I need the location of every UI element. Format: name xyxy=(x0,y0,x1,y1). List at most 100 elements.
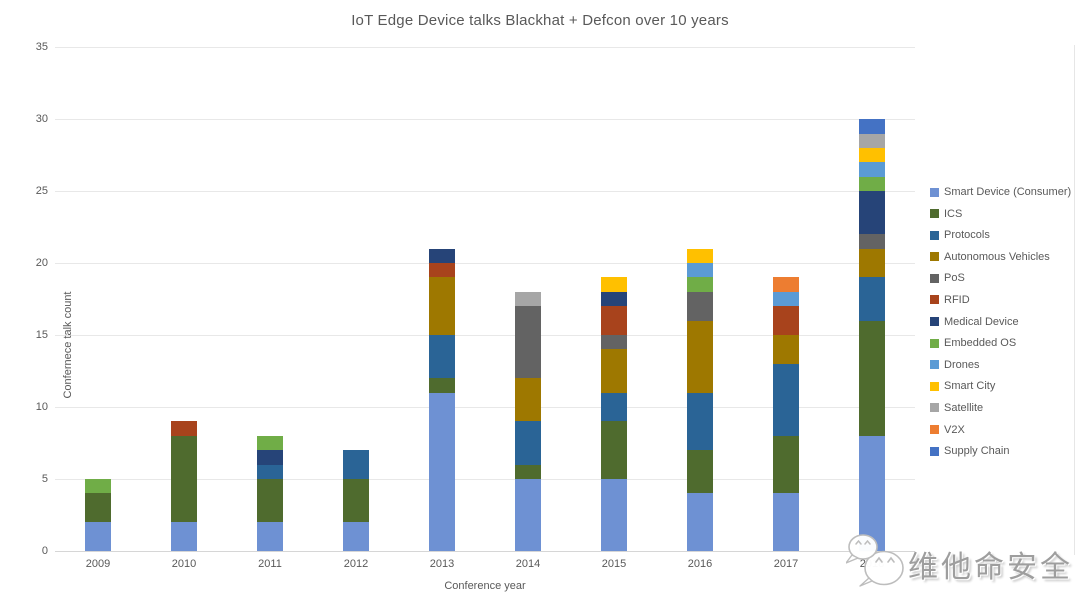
bar-2018 xyxy=(859,119,885,551)
legend-item-embedded-os: Embedded OS xyxy=(930,337,1071,349)
bar-segment-2018-drones xyxy=(859,162,885,177)
legend-label-ics: ICS xyxy=(944,207,963,220)
legend-item-rfid: RFID xyxy=(930,294,1071,306)
legend-item-pos: PoS xyxy=(930,272,1071,284)
y-tick-5: 5 xyxy=(41,473,48,485)
bar-segment-2018-ics xyxy=(859,320,885,436)
gridline-y10 xyxy=(55,407,915,408)
bar-segment-2018-pos xyxy=(859,234,885,249)
legend-swatch-rfid-icon xyxy=(930,295,939,305)
bar-segment-2011-protocols xyxy=(257,464,283,480)
bar-segment-2015-ics xyxy=(601,421,627,479)
bar-segment-2011-embedded-os xyxy=(257,435,283,451)
x-tick-2010: 2010 xyxy=(171,558,197,570)
bar-segment-2014-ics xyxy=(515,464,541,479)
x-tick-2014: 2014 xyxy=(515,558,541,570)
plot-area: Confernece talk count xyxy=(55,47,915,551)
bar-segment-2018-satellite xyxy=(859,133,885,148)
legend-label-embedded-os: Embedded OS xyxy=(944,337,1017,350)
bar-segment-2010-smart-device-consumer xyxy=(171,522,197,551)
legend-label-satellite: Satellite xyxy=(944,401,984,414)
bar-segment-2017-smart-device-consumer xyxy=(773,493,799,551)
bar-2009 xyxy=(85,479,111,551)
bar-segment-2011-medical-device xyxy=(257,450,283,465)
bar-segment-2016-pos xyxy=(687,291,713,321)
bar-segment-2018-smart-city xyxy=(859,147,885,163)
y-tick-35: 35 xyxy=(35,41,48,53)
legend-swatch-supply-chain-icon xyxy=(930,446,939,456)
bar-segment-2015-medical-device xyxy=(601,291,627,307)
y-tick-30: 30 xyxy=(35,113,48,125)
bar-segment-2018-smart-device-consumer xyxy=(859,435,885,551)
legend-item-medical-device: Medical Device xyxy=(930,316,1071,328)
x-tick-2016: 2016 xyxy=(687,558,713,570)
bar-segment-2017-drones xyxy=(773,291,799,307)
bar-segment-2018-medical-device xyxy=(859,191,885,235)
bar-segment-2016-protocols xyxy=(687,392,713,451)
y-axis-title: Confernece talk count xyxy=(62,291,74,399)
bar-segment-2016-drones xyxy=(687,263,713,278)
bar-segment-2015-autonomous-vehicles xyxy=(601,349,627,393)
bar-2015 xyxy=(601,277,627,551)
legend-swatch-embedded-os-icon xyxy=(930,338,939,348)
gridline-y35 xyxy=(55,47,915,48)
bar-segment-2012-ics xyxy=(343,479,369,523)
x-tick-2009: 2009 xyxy=(85,558,111,570)
bar-segment-2012-protocols xyxy=(343,450,369,480)
bar-segment-2011-smart-device-consumer xyxy=(257,522,283,551)
bar-segment-2009-smart-device-consumer xyxy=(85,522,111,551)
bar-segment-2014-protocols xyxy=(515,421,541,465)
bar-segment-2014-pos xyxy=(515,306,541,379)
legend-swatch-satellite-icon xyxy=(930,403,939,413)
bar-segment-2015-pos xyxy=(601,335,627,350)
bar-segment-2016-smart-device-consumer xyxy=(687,493,713,551)
bar-2012 xyxy=(343,450,369,551)
bar-segment-2009-ics xyxy=(85,493,111,523)
legend-item-ics: ICS xyxy=(930,208,1071,220)
bar-segment-2010-rfid xyxy=(171,421,197,436)
gridline-y15 xyxy=(55,335,915,336)
chart-right-border xyxy=(1074,45,1075,555)
bar-2011 xyxy=(257,435,283,551)
bar-segment-2016-smart-city xyxy=(687,248,713,264)
bar-segment-2014-smart-device-consumer xyxy=(515,479,541,551)
bar-2016 xyxy=(687,248,713,551)
legend-label-rfid: RFID xyxy=(944,293,970,306)
bar-segment-2013-ics xyxy=(429,378,455,393)
legend-swatch-smart-device-consumer-icon xyxy=(930,187,939,197)
bar-segment-2017-ics xyxy=(773,435,799,494)
bar-segment-2013-autonomous-vehicles xyxy=(429,277,455,336)
bar-segment-2012-smart-device-consumer xyxy=(343,522,369,551)
bar-segment-2015-smart-device-consumer xyxy=(601,479,627,551)
legend-swatch-ics-icon xyxy=(930,209,939,219)
legend-item-satellite: Satellite xyxy=(930,402,1071,414)
bar-2014 xyxy=(515,291,541,551)
bar-2010 xyxy=(171,421,197,551)
bar-2013 xyxy=(429,248,455,551)
legend-label-pos: PoS xyxy=(944,272,965,285)
bar-segment-2016-autonomous-vehicles xyxy=(687,320,713,393)
x-axis-line xyxy=(55,551,915,552)
legend-item-v2x: V2X xyxy=(930,424,1071,436)
y-tick-15: 15 xyxy=(35,329,48,341)
legend-swatch-smart-city-icon xyxy=(930,381,939,391)
legend-label-smart-city: Smart City xyxy=(944,380,996,393)
bar-segment-2017-protocols xyxy=(773,363,799,436)
bar-segment-2013-protocols xyxy=(429,335,455,379)
bar-segment-2010-ics xyxy=(171,435,197,523)
legend-item-protocols: Protocols xyxy=(930,229,1071,241)
watermark-text: 维他命安全 xyxy=(908,551,1073,584)
legend-swatch-medical-device-icon xyxy=(930,317,939,327)
bar-segment-2015-protocols xyxy=(601,392,627,422)
bar-segment-2015-rfid xyxy=(601,306,627,336)
bar-segment-2017-rfid xyxy=(773,306,799,336)
legend-item-smart-city: Smart City xyxy=(930,380,1071,392)
legend-swatch-protocols-icon xyxy=(930,230,939,240)
bar-segment-2018-embedded-os xyxy=(859,176,885,192)
bar-segment-2009-embedded-os xyxy=(85,479,111,494)
legend-item-drones: Drones xyxy=(930,359,1071,371)
x-tick-2013: 2013 xyxy=(429,558,455,570)
legend-label-supply-chain: Supply Chain xyxy=(944,445,1010,458)
legend-swatch-pos-icon xyxy=(930,273,939,283)
